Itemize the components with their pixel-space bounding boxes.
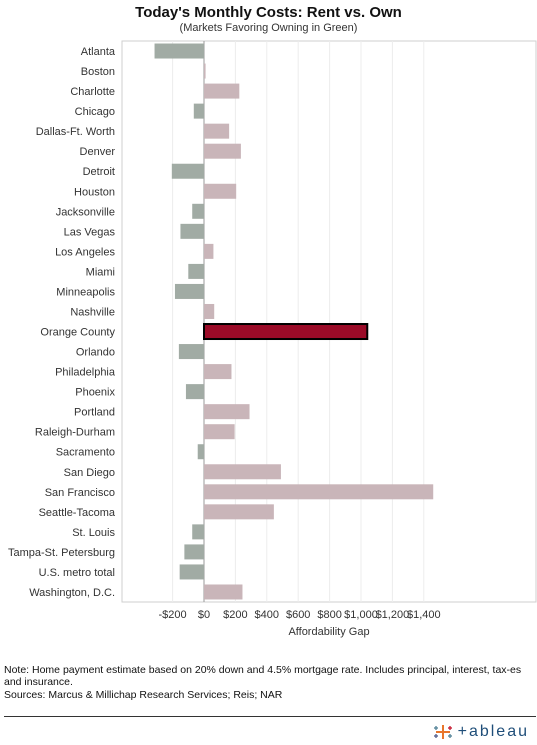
bar-chicago[interactable] (193, 103, 204, 119)
bar-boston[interactable] (204, 63, 206, 79)
x-axis-ticks: -$200 $0 $200 $400 $600 $800 $1,000$1,200$1,40… (159, 609, 441, 621)
category-label: Charlotte (70, 86, 115, 98)
bar-st-louis[interactable] (192, 524, 204, 540)
chart-subtitle: (Markets Favoring Owning in Green) (179, 22, 358, 34)
category-label: Denver (80, 146, 116, 158)
bar-atlanta[interactable] (154, 43, 204, 59)
footnote-sources: Sources: Marcus & Millichap Research Ser… (4, 689, 283, 701)
category-label: Las Vegas (64, 226, 116, 238)
bar-san-francisco[interactable] (204, 484, 434, 500)
bar-los-angeles[interactable] (204, 243, 214, 259)
bar-seattle-tacoma[interactable] (204, 504, 274, 520)
bar-washington-d-c[interactable] (204, 584, 243, 600)
tableau-cross-icon (433, 725, 452, 739)
x-tick-label: $800 (317, 609, 341, 621)
bar-jacksonville[interactable] (192, 203, 204, 219)
category-label: St. Louis (72, 527, 115, 539)
bar-dallas-ft-worth[interactable] (204, 123, 230, 139)
category-label: Atlanta (81, 46, 116, 58)
x-tick-label: -$200 (159, 609, 187, 621)
bar-sacramento[interactable] (197, 444, 204, 460)
category-label: San Francisco (45, 487, 115, 499)
category-label: Nashville (70, 306, 115, 318)
category-label: Jacksonville (56, 206, 115, 218)
bar-phoenix[interactable] (185, 384, 204, 400)
category-label: Portland (74, 407, 115, 419)
category-label: Chicago (75, 106, 115, 118)
tableau-logo[interactable]: +ableau (432, 722, 529, 742)
bar-chart: Atlanta Boston Charlotte Chicago Dallas-Ft. … (8, 40, 537, 638)
bar-tampa-st-petersburg[interactable] (184, 544, 204, 560)
x-tick-label: $200 (223, 609, 247, 621)
category-label: Orlando (76, 347, 115, 359)
bar-minneapolis[interactable] (174, 283, 204, 299)
category-label: Miami (86, 266, 115, 278)
category-label: Sacramento (56, 447, 115, 459)
bar-orange-county[interactable] (203, 323, 369, 341)
bar-miami[interactable] (188, 263, 204, 279)
footnote-note: Note: Home payment estimate based on 20%… (4, 664, 522, 688)
bar-philadelphia[interactable] (204, 364, 232, 380)
bar-san-diego[interactable] (204, 464, 281, 480)
x-tick-label: $0 (198, 609, 210, 621)
category-label: San Diego (64, 467, 115, 479)
category-label: Orange County (40, 327, 115, 339)
bar-las-vegas[interactable] (180, 223, 204, 239)
chart-title: Today's Monthly Costs: Rent vs. Own (135, 4, 402, 21)
category-label: Phoenix (75, 387, 115, 399)
category-label: Tampa-St. Petersburg (8, 547, 115, 559)
bar-denver[interactable] (204, 143, 241, 159)
x-tick-label: $400 (255, 609, 279, 621)
bar-nashville[interactable] (204, 303, 215, 319)
bar-charlotte[interactable] (204, 83, 240, 99)
tableau-logo-text: +ableau (457, 723, 529, 740)
bar-orlando[interactable] (178, 344, 204, 360)
footer-divider (4, 716, 536, 717)
category-label: Detroit (83, 166, 115, 178)
x-tick-label: $1,200 (376, 609, 410, 621)
category-labels: Atlanta Boston Charlotte Chicago Dallas-Ft. … (8, 46, 116, 599)
bar-detroit[interactable] (171, 163, 204, 179)
plot-area-frame (121, 40, 537, 603)
category-label: Los Angeles (55, 246, 115, 258)
x-tick-label: $600 (286, 609, 310, 621)
bar-u-s-metro-total[interactable] (179, 564, 204, 580)
category-label: Minneapolis (56, 286, 115, 298)
category-label: U.S. metro total (39, 567, 115, 579)
x-tick-label: $1,000 (344, 609, 378, 621)
bar-houston[interactable] (204, 183, 237, 199)
category-label: Seattle-Tacoma (39, 507, 116, 519)
category-label: Houston (74, 186, 115, 198)
bar-portland[interactable] (204, 404, 250, 420)
category-label: Boston (81, 66, 115, 78)
x-tick-label: $1,400 (407, 609, 441, 621)
category-label: Raleigh-Durham (35, 427, 115, 439)
bar-raleigh-durham[interactable] (204, 424, 235, 440)
x-axis-title: Affordability Gap (288, 626, 369, 638)
bars (154, 43, 434, 600)
category-label: Philadelphia (55, 367, 116, 379)
category-label: Dallas-Ft. Worth (36, 126, 115, 138)
category-label: Washington, D.C. (29, 587, 115, 599)
